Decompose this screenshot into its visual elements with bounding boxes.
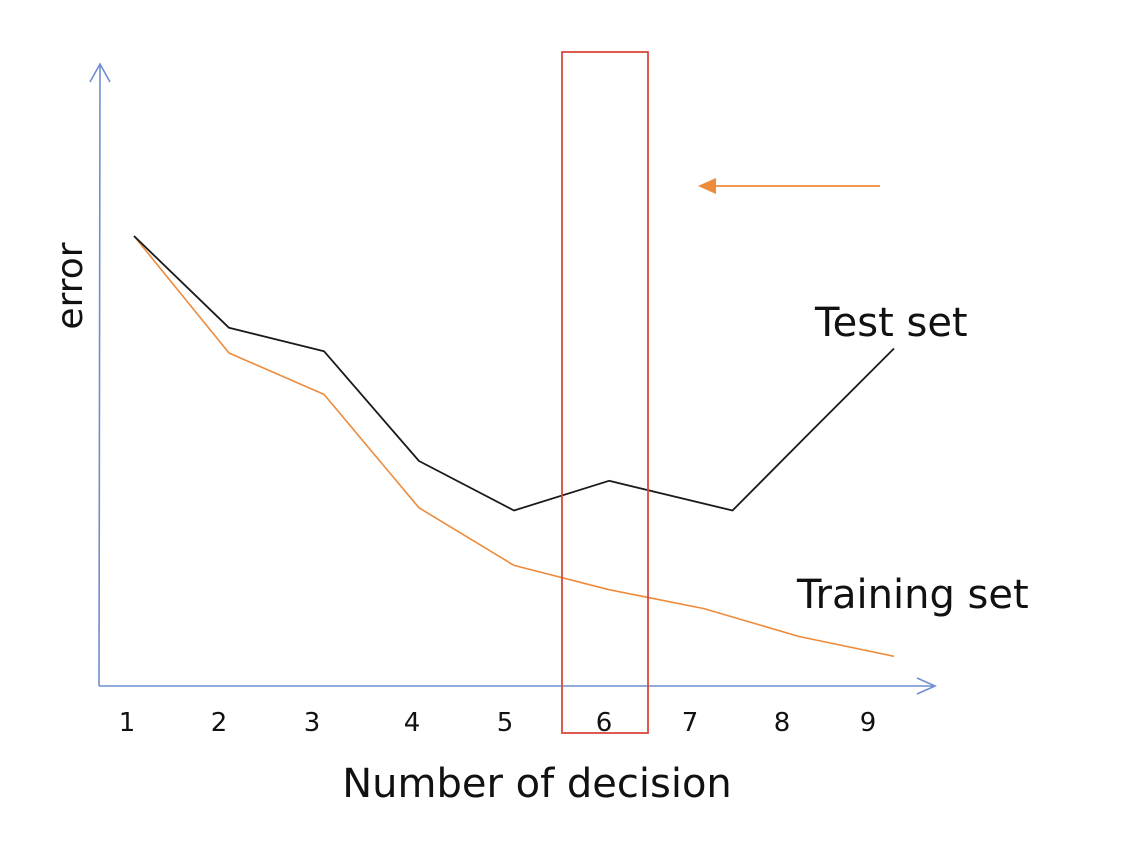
test-set-label: Test set [814,300,968,346]
training-set-label: Training set [796,572,1029,618]
x-tick-labels: 1 2 3 4 5 6 7 8 9 [119,708,877,738]
x-tick-label: 7 [682,708,699,738]
x-tick-label: 1 [119,708,136,738]
x-tick-label: 9 [860,708,877,738]
training-set-line [133,235,895,658]
x-tick-label: 8 [774,708,791,738]
test-set-line [133,235,895,512]
pointer-arrow [698,178,880,194]
y-axis-label: error [50,242,91,329]
y-axis [98,65,101,687]
x-tick-label: 6 [596,708,613,738]
x-tick-label: 4 [404,708,421,738]
highlight-box [561,51,649,734]
x-tick-label: 3 [304,708,321,738]
x-tick-label: 5 [497,708,514,738]
x-axis-arrowhead [916,677,937,695]
x-tick-label: 2 [211,708,228,738]
y-axis-arrowhead [89,62,111,83]
x-axis-label: Number of decision [342,761,732,807]
